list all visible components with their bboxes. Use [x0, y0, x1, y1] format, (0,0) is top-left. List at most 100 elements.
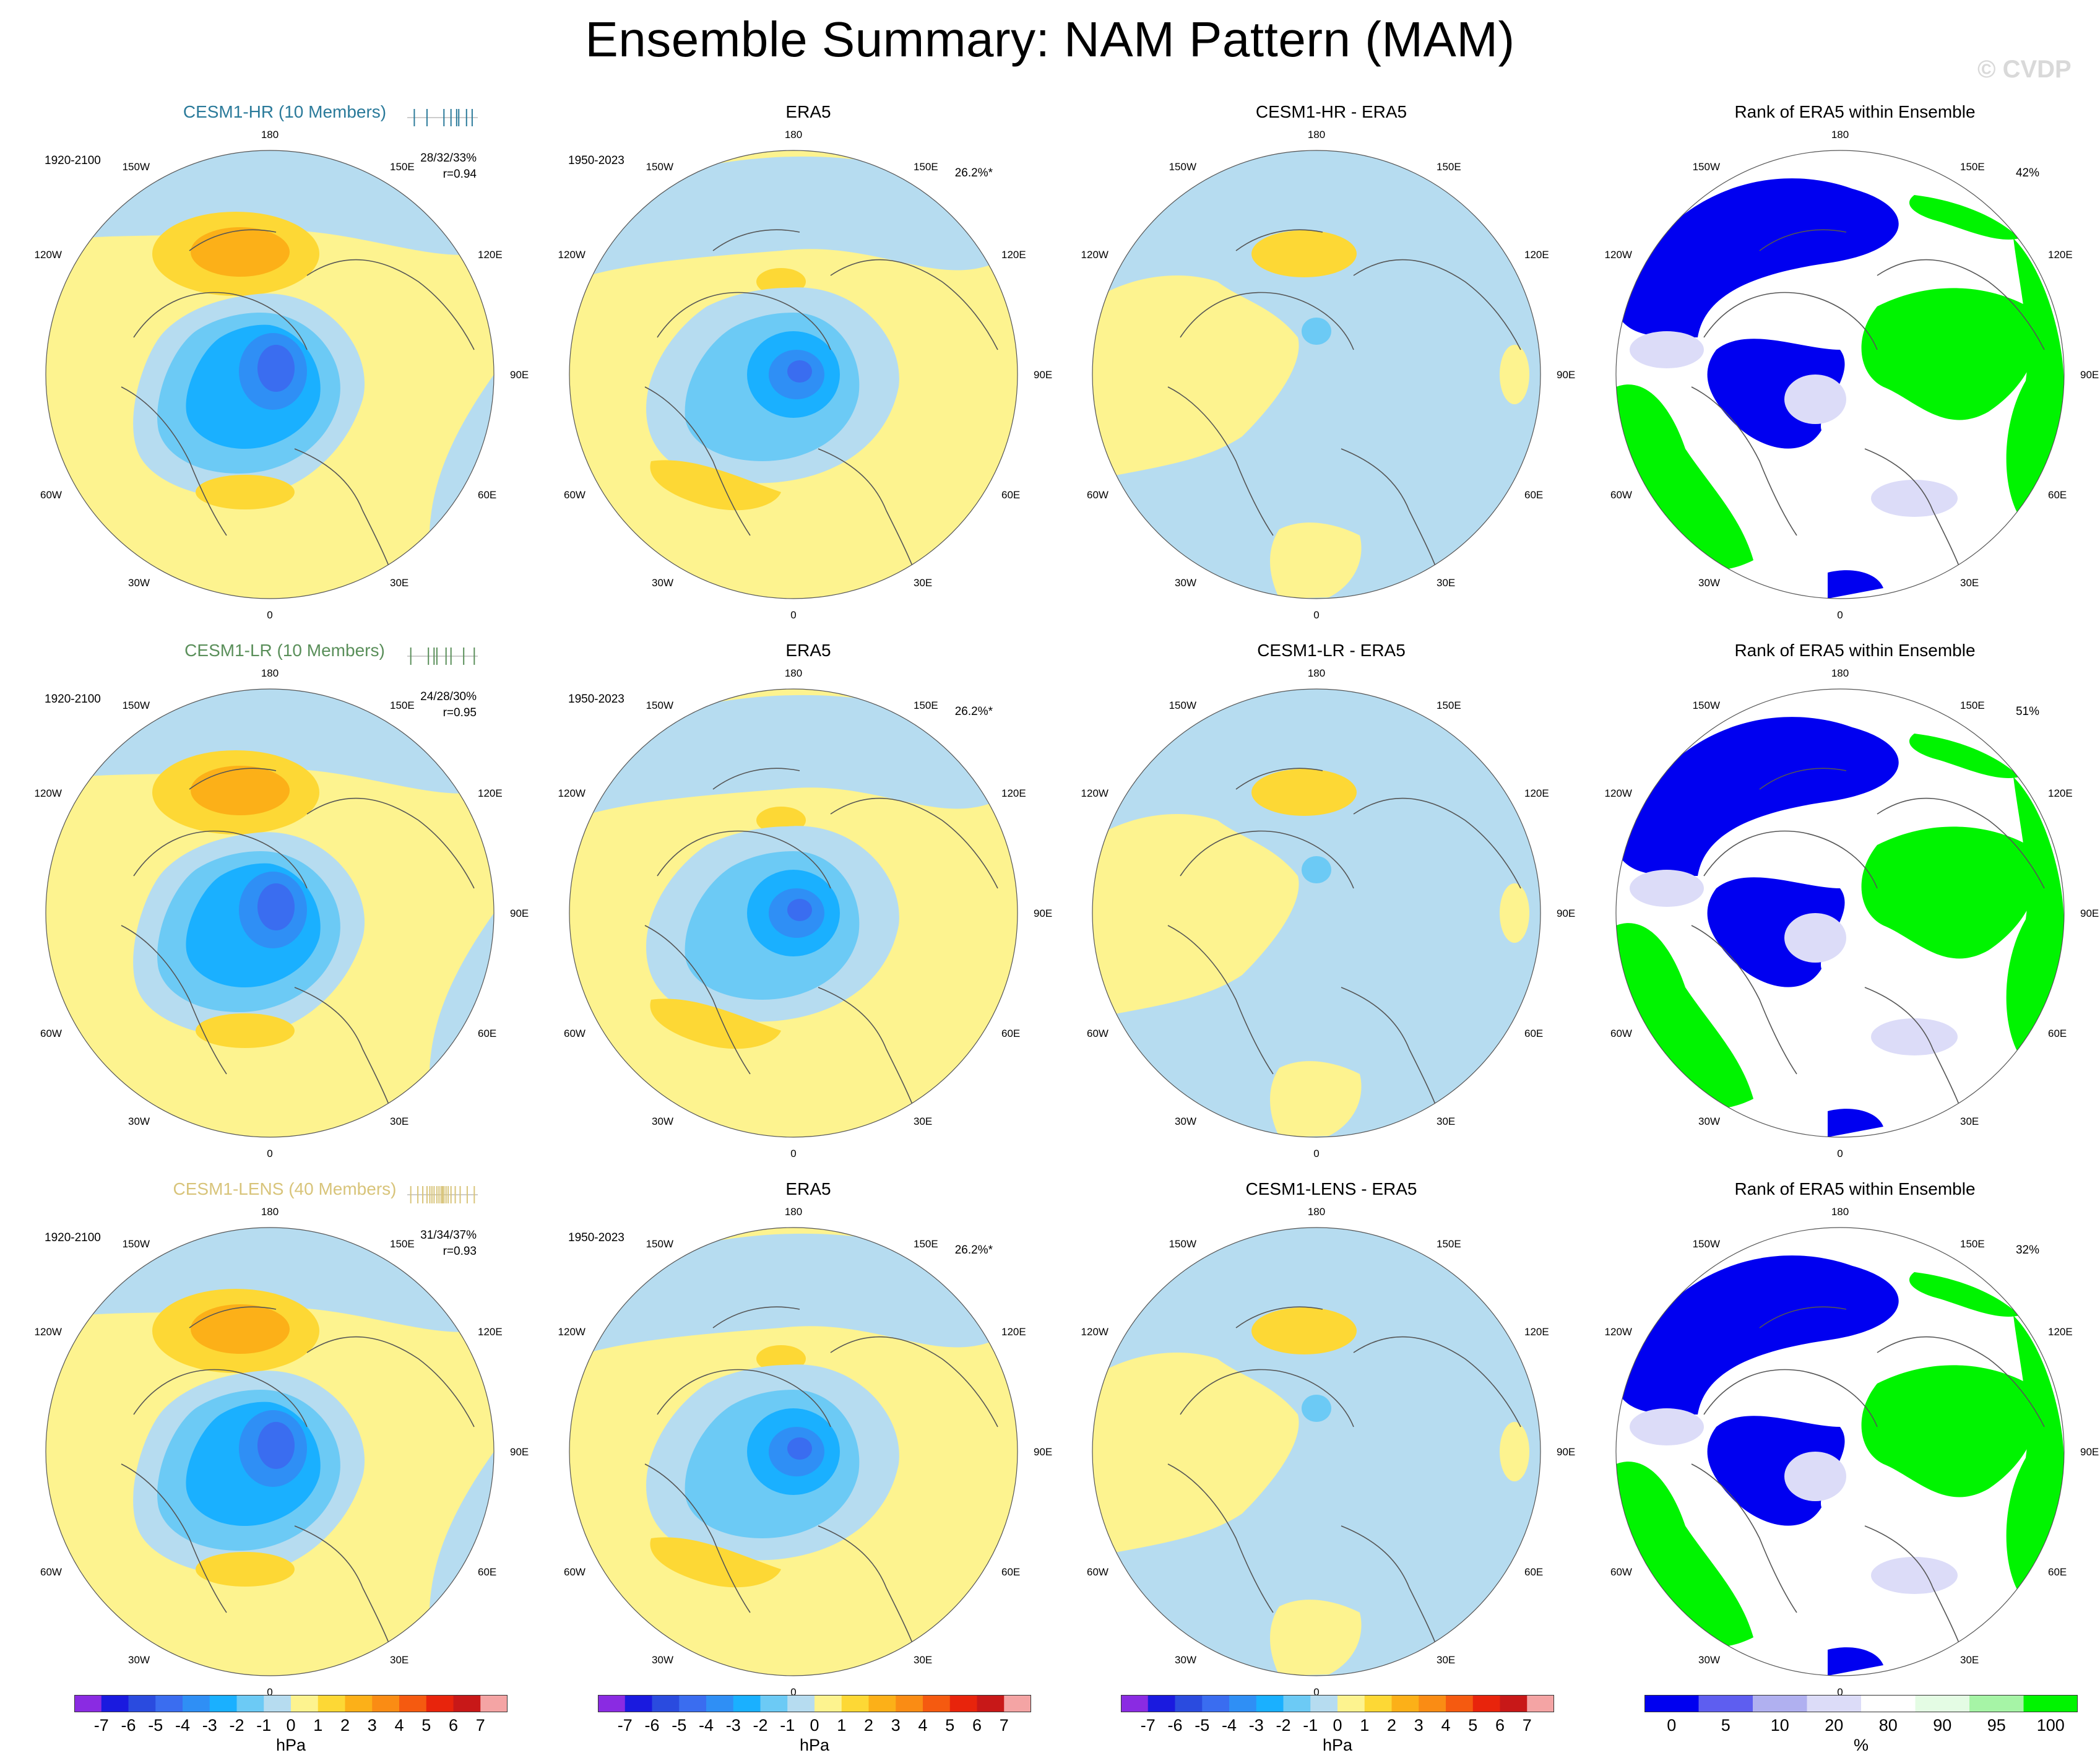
colorbar-swatch-7 — [2023, 1695, 2078, 1712]
lon-label: 30W — [652, 1115, 673, 1127]
colorbar-swatch-2 — [652, 1695, 680, 1712]
panel-title: ERA5 — [785, 1179, 831, 1198]
map-field — [1092, 1227, 1541, 1676]
lon-label: 30W — [128, 1654, 150, 1666]
lon-label: 0 — [267, 609, 272, 621]
map-panel-r1-c2: CESM1-LR - ERA5 180 150E 120E 90E 60E 30E 0 30W 6… — [1078, 641, 1585, 1161]
lon-label: 120E — [1001, 249, 1026, 261]
colorbar-swatch-5 — [209, 1695, 237, 1712]
map-field — [1615, 150, 2065, 599]
colorbar-swatch-6 — [236, 1695, 264, 1712]
lon-label: 0 — [1837, 1148, 1843, 1159]
lon-label: 30E — [1437, 1654, 1455, 1666]
colorbar-swatch-14 — [453, 1695, 481, 1712]
colorbar-swatch-9 — [318, 1695, 345, 1712]
field-contour-8 — [257, 1422, 295, 1469]
lon-label: 30E — [1960, 1654, 1979, 1666]
lon-label: 60W — [564, 1028, 585, 1039]
colorbar-label: -2 — [229, 1716, 244, 1735]
lon-label: 0 — [267, 1148, 272, 1159]
lon-label: 60E — [2048, 489, 2067, 501]
colorbar-label: 0 — [1333, 1716, 1342, 1735]
coastline-2 — [1864, 1525, 1964, 1657]
coastline-2 — [818, 1525, 918, 1657]
coastline-4 — [712, 229, 800, 251]
colorbar-swatch-0 — [74, 1695, 102, 1712]
panel-title: CESM1-LR - ERA5 — [1257, 641, 1406, 660]
coastline-3 — [1877, 1336, 2045, 1427]
lon-label: 30W — [1175, 1654, 1196, 1666]
lon-label: 30E — [390, 577, 408, 589]
colorbar-label: -7 — [617, 1716, 633, 1735]
colorbar-label: 4 — [1441, 1716, 1451, 1735]
map-field — [45, 1227, 495, 1676]
lon-label: 150W — [646, 1238, 673, 1250]
panel-title: Rank of ERA5 within Ensemble — [1734, 1179, 1976, 1198]
polar-map: 180150E120E90E60E30E030W60W90W120W150W42… — [1605, 129, 2099, 621]
colorbar-label: -6 — [644, 1716, 660, 1735]
colorbar-label: 5 — [945, 1716, 955, 1735]
member-spread-spark — [407, 1186, 478, 1203]
colorbar-label: 2 — [1386, 1716, 1397, 1735]
colorbar-label: 5 — [1721, 1716, 1731, 1735]
lon-label: 120E — [478, 249, 503, 261]
colorbar-label: -5 — [1195, 1716, 1210, 1735]
coastline-4 — [1759, 1306, 1847, 1328]
map-field — [1092, 150, 1541, 599]
coastline-4 — [189, 229, 277, 251]
lon-label: 120W — [558, 249, 585, 261]
member-spread-spark — [407, 648, 478, 665]
colorbar-swatches — [1644, 1695, 2078, 1712]
field-contour-5 — [1500, 883, 1529, 943]
field-contour-5 — [1909, 1272, 2020, 1317]
colorbar-swatch-10 — [1391, 1695, 1419, 1712]
colorbar-label: 80 — [1878, 1716, 1898, 1735]
period-label: 1950-2023 — [568, 693, 624, 706]
colorbar-label: 3 — [891, 1716, 901, 1735]
field-contour-2 — [1251, 230, 1357, 277]
colorbar-swatch-2 — [1753, 1695, 1807, 1712]
coastline-4 — [1235, 1306, 1323, 1328]
map-boundary — [1615, 688, 2065, 1138]
map-field — [1615, 688, 2065, 1138]
field-contour-8 — [257, 345, 295, 392]
lon-label: 60E — [2048, 1566, 2067, 1578]
coastline-0 — [657, 830, 831, 889]
map-boundary — [1092, 1227, 1541, 1676]
colorbar-swatch-3 — [1202, 1695, 1230, 1712]
coastline-4 — [712, 1306, 800, 1328]
colorbar-label: -6 — [121, 1716, 136, 1735]
field-contour-4 — [1302, 1395, 1331, 1422]
colorbar-swatch-6 — [1969, 1695, 2024, 1712]
polar-map: 180150E120E90E60E30E030W60W90W120W150W19… — [558, 1206, 1053, 1698]
rank-light-0 — [1630, 1408, 1704, 1445]
colorbar-swatch-14 — [977, 1695, 1005, 1712]
coastline-0 — [1180, 830, 1354, 889]
lon-label: 60W — [1087, 1028, 1108, 1039]
panel-title: ERA5 — [785, 641, 831, 660]
lon-label: 120E — [478, 1326, 503, 1338]
map-boundary — [45, 1227, 495, 1676]
lon-label: 60W — [1087, 489, 1108, 501]
map-boundary — [569, 688, 1018, 1138]
polar-map: 180150E120E90E60E30E030W60W90W120W150W — [1081, 667, 1576, 1159]
lon-label: 120W — [1605, 1326, 1632, 1338]
colorbar-label: 20 — [1825, 1716, 1844, 1735]
colorbar-label: 6 — [972, 1716, 982, 1735]
coastline-3 — [1353, 259, 1521, 350]
colorbar-label: -2 — [1276, 1716, 1291, 1735]
panel-title: Rank of ERA5 within Ensemble — [1734, 641, 1976, 660]
colorbar-label: 5 — [1468, 1716, 1478, 1735]
lon-label: 30W — [1175, 577, 1196, 589]
colorbar-label: 4 — [394, 1716, 404, 1735]
rank-light-1 — [1871, 1557, 1958, 1594]
lon-label: 60E — [478, 1566, 496, 1578]
rank-light-2 — [1784, 913, 1846, 963]
lon-label: 90E — [2080, 1446, 2099, 1458]
coastline-3 — [830, 1336, 998, 1427]
coastline-1 — [1691, 386, 1797, 536]
lon-label: 150E — [1960, 700, 1985, 711]
coastline-2 — [818, 448, 918, 579]
colorbar-label: -3 — [1248, 1716, 1264, 1735]
map-field — [45, 688, 495, 1138]
